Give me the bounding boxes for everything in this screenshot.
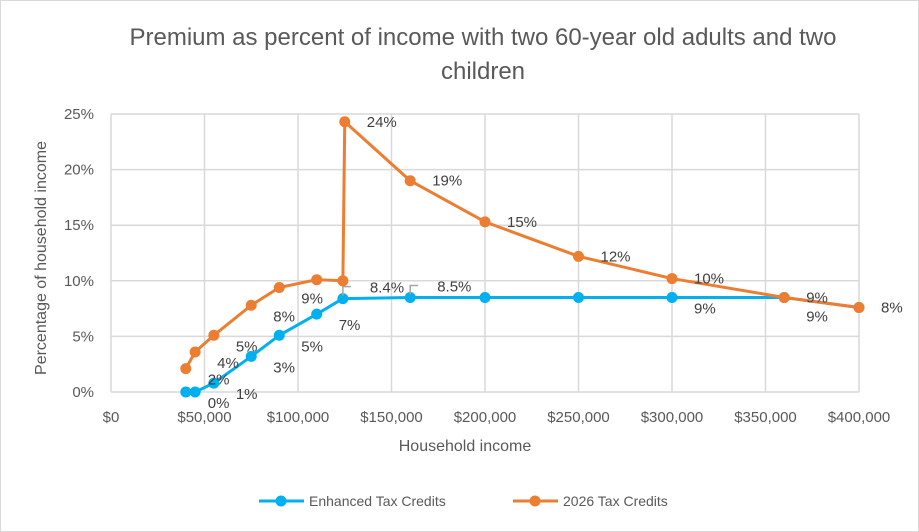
data-label: 10%: [694, 271, 724, 288]
y-tick-label: 25%: [64, 106, 94, 123]
data-point: [311, 308, 323, 320]
x-tick-label: $200,000: [454, 409, 517, 426]
x-tick-label: $300,000: [641, 409, 704, 426]
y-tick-label: 15%: [64, 217, 94, 234]
x-tick-label: $150,000: [360, 409, 423, 426]
data-label: 9%: [301, 290, 323, 307]
data-point: [404, 175, 416, 187]
data-label: 9%: [806, 308, 828, 325]
data-label: 5%: [236, 338, 258, 355]
data-label: 19%: [432, 173, 462, 190]
data-point: [479, 216, 491, 228]
chart-title: Premium as percent of income with two 60…: [129, 24, 837, 85]
data-label: 8%: [273, 308, 295, 325]
x-tick-label: $100,000: [267, 409, 330, 426]
leader-line: [409, 284, 419, 295]
data-point: [339, 116, 351, 128]
data-label: 8.4%: [370, 280, 404, 297]
legend-label: Enhanced Tax Credits: [309, 493, 446, 509]
y-tick-label: 0%: [72, 384, 94, 401]
y-tick-label: 10%: [64, 273, 94, 290]
legend-marker: [529, 495, 541, 507]
data-label: 9%: [806, 289, 828, 306]
data-label: 8%: [881, 299, 903, 316]
data-point: [666, 291, 678, 303]
y-tick-label: 5%: [72, 328, 94, 345]
data-point: [180, 363, 192, 375]
data-point: [311, 274, 323, 286]
data-label: 5%: [301, 338, 323, 355]
data-point: [666, 273, 678, 285]
data-label: 8.5%: [437, 278, 471, 295]
data-point: [208, 377, 220, 389]
x-tick-label: $0: [103, 409, 120, 426]
x-axis-title: Household income: [399, 438, 532, 455]
y-tick-label: 20%: [64, 162, 94, 179]
data-point: [778, 291, 790, 303]
x-tick-label: $250,000: [547, 409, 610, 426]
legend-marker: [275, 495, 287, 507]
data-point: [180, 386, 192, 398]
data-point: [404, 291, 416, 303]
data-label: 7%: [339, 317, 361, 334]
series-line: [184, 120, 860, 370]
data-point: [479, 291, 491, 303]
data-label: 0%: [208, 395, 230, 412]
data-point: [853, 301, 865, 313]
data-point: [573, 250, 584, 262]
data-label: 3%: [273, 359, 295, 376]
data-label: 12%: [601, 248, 631, 265]
x-tick-label: $50,000: [177, 409, 231, 426]
data-label: 15%: [507, 214, 537, 231]
data-point: [337, 275, 349, 287]
data-point: [273, 329, 285, 341]
data-point: [245, 299, 257, 311]
data-label: 2%: [208, 372, 230, 389]
data-point: [573, 291, 584, 303]
legend-label: 2026 Tax Credits: [563, 493, 668, 509]
data-label: 9%: [694, 300, 716, 317]
data-point: [208, 329, 220, 341]
data-point: [189, 346, 201, 358]
x-tick-label: $350,000: [734, 409, 797, 426]
data-point: [189, 386, 201, 398]
data-label: 4%: [217, 355, 239, 372]
data-point: [337, 293, 349, 305]
y-axis-title: Percentage of household income: [33, 141, 50, 375]
data-point: [273, 281, 285, 293]
data-label: 1%: [236, 386, 258, 403]
x-tick-label: $400,000: [828, 409, 891, 426]
data-label: 24%: [367, 114, 397, 131]
data-point: [245, 350, 257, 362]
leader-line: [342, 285, 351, 296]
